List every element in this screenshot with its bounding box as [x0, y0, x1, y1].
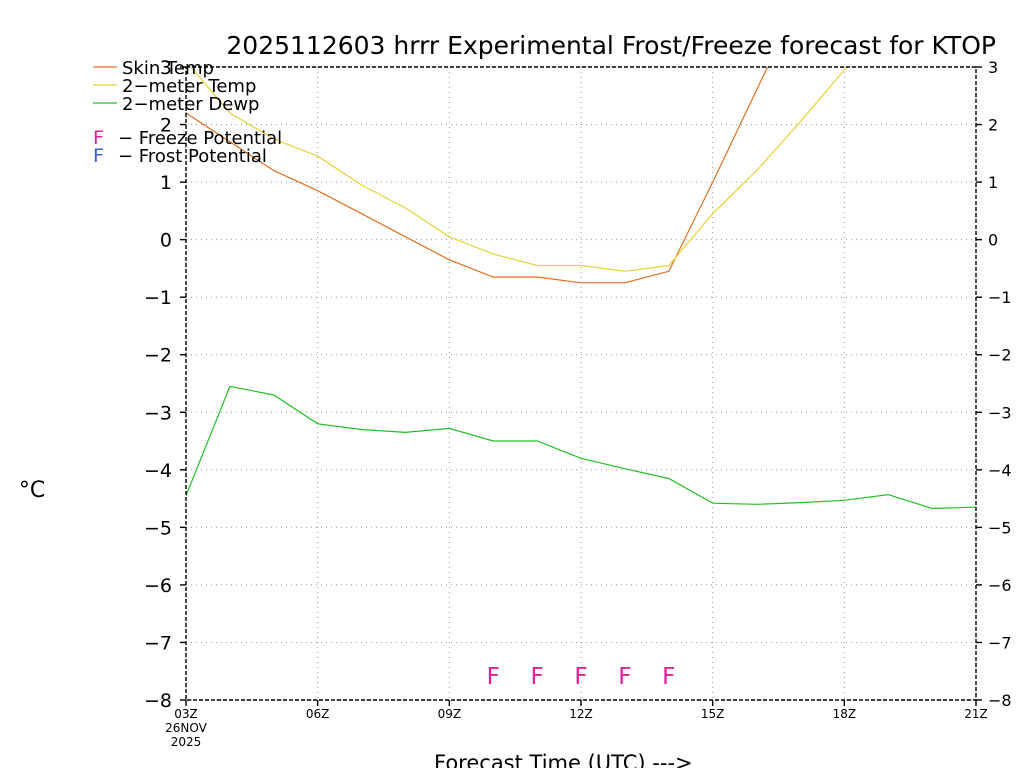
y-tick-label-right: −1 — [988, 288, 1012, 307]
y-tick-label: −5 — [144, 517, 172, 539]
freeze-marker: F — [618, 664, 631, 690]
date-year-label: 2025 — [171, 735, 202, 749]
left-y-axis: −8 −7 −6 −5 −4 −3 −2 −1 0 1 2 3 — [144, 57, 186, 712]
y-tick-label-right: −4 — [988, 461, 1012, 480]
y-tick-label: 2 — [160, 115, 172, 137]
y-tick-label-right: −5 — [988, 518, 1012, 537]
freeze-marker: F — [530, 664, 543, 690]
legend-label: 2−meter Dewp — [122, 94, 259, 115]
x-tick-label: 03Z — [174, 707, 198, 721]
x-tick-label: 15Z — [701, 707, 725, 721]
date-day-label: 26NOV — [165, 721, 207, 735]
y-tick-label: −3 — [144, 402, 172, 424]
grid-lines — [185, 66, 977, 701]
y-tick-label: −1 — [144, 287, 172, 309]
y-tick-label-right: −3 — [988, 403, 1012, 422]
y-tick-label: 3 — [160, 57, 172, 79]
x-tick-label: 12Z — [569, 707, 593, 721]
series-line-skin-temp — [186, 67, 769, 284]
y-tick-label-right: 0 — [988, 231, 998, 250]
potential-key-label: − Freeze Potential — [118, 128, 282, 149]
y-tick-label: −2 — [144, 345, 172, 367]
potential-key-label: − Frost Potential — [118, 146, 267, 167]
x-tick-label: 18Z — [833, 707, 857, 721]
freeze-marker: F — [574, 664, 587, 690]
series-line-2-meter-temp — [190, 67, 848, 272]
y-tick-label: 1 — [160, 172, 172, 194]
potential-key-symbol: F — [93, 145, 104, 167]
y-tick-label: −6 — [144, 575, 172, 597]
y-tick-label-right: 3 — [988, 58, 998, 77]
chart-title: 2025112603 hrrr Experimental Frost/Freez… — [226, 31, 996, 60]
series-line-2-meter-dewp — [186, 385, 976, 510]
y-axis-label: °C — [19, 478, 45, 503]
plot-frame — [185, 66, 977, 701]
x-tick-label: 21Z — [964, 707, 988, 721]
freeze-marker: F — [662, 664, 675, 690]
series-lines — [186, 67, 976, 510]
y-tick-label: −8 — [144, 690, 172, 712]
legend-label: Skin Temp — [122, 58, 214, 79]
y-tick-label: 0 — [160, 230, 172, 252]
freeze-marker: F — [487, 664, 500, 690]
x-axis-label: Forecast Time (UTC) ---> — [434, 751, 693, 768]
y-tick-label-right: 2 — [988, 116, 998, 135]
legend-label: 2−meter Temp — [122, 76, 256, 97]
y-tick-label-right: −7 — [988, 633, 1012, 652]
potential-key-symbol: F — [93, 127, 104, 149]
x-tick-label: 09Z — [438, 707, 462, 721]
y-tick-label: −7 — [144, 632, 172, 654]
right-y-axis: −8 −7 −6 −5 −4 −3 −2 −1 0 1 2 3 — [976, 58, 1012, 710]
y-tick-label: −4 — [144, 460, 172, 482]
y-tick-label-right: 1 — [988, 173, 998, 192]
y-tick-label-right: −8 — [988, 691, 1012, 710]
x-axis: 03Z 06Z 09Z 12Z 15Z 18Z 21Z — [174, 700, 988, 721]
y-tick-label-right: −2 — [988, 346, 1012, 365]
y-tick-label-right: −6 — [988, 576, 1012, 595]
x-tick-label: 06Z — [306, 707, 330, 721]
